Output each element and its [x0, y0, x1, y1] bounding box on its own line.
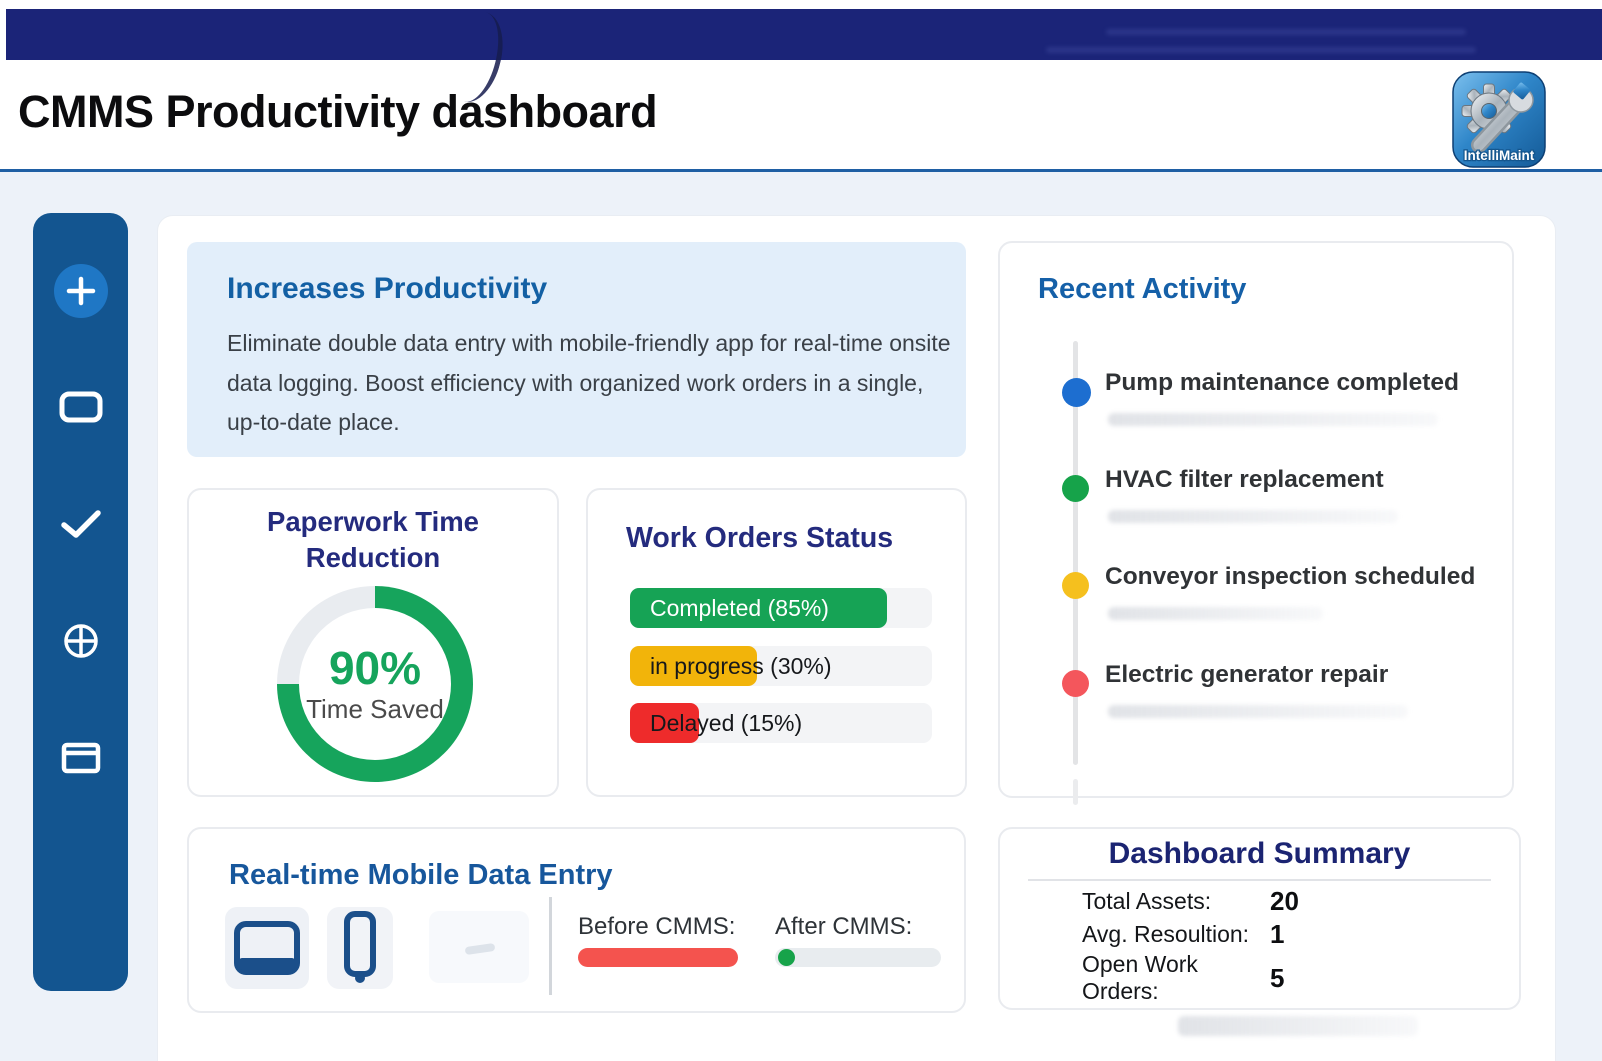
progress-label: Delayed (15%) — [650, 710, 803, 736]
plus-icon — [53, 264, 108, 318]
summary-label: Total Assets: — [1082, 888, 1212, 914]
work-orders-status-card: Work Orders Status Completed (85%) in pr… — [586, 488, 967, 797]
summary-row: Total Assets: 20 — [1082, 885, 1299, 918]
main-panel: Increases Productivity Eliminate double … — [157, 215, 1556, 1061]
after-cmms-dot — [778, 949, 795, 966]
dashboard-summary-card: Dashboard Summary Total Assets: 20 Avg. … — [998, 827, 1521, 1010]
card-body-text: Eliminate double data entry with mobile-… — [227, 330, 951, 435]
topbar-faint-text — [1046, 47, 1476, 53]
timeline-dot — [1062, 670, 1089, 697]
progress-label: Completed (85%) — [650, 595, 829, 621]
phone-tile — [327, 907, 393, 989]
timeline-dot — [1062, 572, 1089, 599]
vertical-divider — [549, 897, 552, 995]
card-title: Increases Productivity — [227, 272, 548, 305]
erased-subtext — [1108, 510, 1398, 523]
activity-item-label: Electric generator repair — [1105, 661, 1389, 688]
sidebar-item-tasks[interactable] — [33, 505, 128, 543]
activity-item-label: HVAC filter replacement — [1105, 466, 1384, 493]
header-divider — [0, 169, 1602, 172]
progress-fill — [630, 588, 887, 628]
time-saved-donut-chart: 90% Time Saved — [277, 586, 473, 782]
title-divider — [1028, 879, 1491, 881]
globe-icon — [63, 624, 98, 658]
summary-rows: Total Assets: 20 Avg. Resoultion: 1 Open… — [1082, 885, 1299, 1004]
erased-subtext — [1108, 607, 1323, 620]
progress-bar-delayed: Delayed (15%) — [630, 703, 932, 743]
erased-subtext — [1108, 413, 1438, 426]
donut-caption: Time Saved — [306, 693, 444, 724]
card-title: Work Orders Status — [626, 522, 894, 554]
logo-text: IntelliMaint — [1464, 148, 1535, 163]
title-line1: Paperwork Time — [267, 506, 479, 537]
summary-label: Avg. Resoultion: — [1082, 921, 1250, 947]
sidebar-item-window[interactable] — [33, 739, 128, 777]
intellimaint-logo: IntelliMaint — [1452, 71, 1546, 168]
timeline-line — [1073, 341, 1078, 765]
increases-productivity-card: Increases Productivity Eliminate double … — [187, 242, 966, 457]
mobile-data-entry-card: Real-time Mobile Data Entry Before CMMS: — [187, 827, 966, 1013]
after-cmms-bar — [775, 948, 941, 967]
top-navigation-bar — [6, 6, 1602, 108]
erased-text-smudge — [1178, 1016, 1418, 1036]
sidebar-item-cards[interactable] — [33, 387, 128, 427]
erased-icon-mark — [464, 942, 496, 956]
sidebar — [33, 213, 128, 991]
card-title: Dashboard Summary — [1108, 837, 1411, 870]
progress-bar-in-progress: in progress (30%) — [630, 646, 932, 686]
check-icon — [60, 510, 101, 538]
erased-subtext — [1108, 705, 1408, 718]
summary-value: 5 — [1270, 962, 1285, 993]
activity-item-label: Conveyor inspection scheduled — [1105, 563, 1476, 590]
gear-wrench-icon: IntelliMaint — [1452, 71, 1546, 168]
summary-row: Avg. Resoultion: 1 — [1082, 918, 1299, 951]
summary-row: Open Work Orders: 5 — [1082, 951, 1299, 1004]
laptop-icon — [234, 921, 300, 975]
window-icon — [61, 742, 100, 774]
title-line2: Reduction — [305, 542, 441, 573]
card-title: Paperwork Time Reduction — [189, 504, 557, 576]
sidebar-item-global[interactable] — [33, 621, 128, 661]
before-cmms-label: Before CMMS: — [578, 913, 736, 940]
erased-icon-tile — [429, 911, 529, 983]
phone-icon — [344, 911, 376, 983]
progress-label: in progress (30%) — [650, 653, 832, 679]
page-title: CMMS Productivity dashboard — [18, 86, 658, 137]
activity-item-label: Pump maintenance completed — [1105, 369, 1459, 396]
summary-value: 20 — [1270, 886, 1299, 916]
card-icon — [59, 391, 102, 423]
paperwork-time-reduction-card: Paperwork Time Reduction 90% Time Saved — [187, 488, 559, 797]
topbar-faint-text — [1106, 29, 1466, 35]
progress-fill — [630, 646, 757, 686]
card-title: Recent Activity — [1038, 273, 1247, 305]
timeline-dot — [1062, 378, 1091, 407]
summary-value: 1 — [1270, 919, 1285, 949]
donut-percent-value: 90% — [328, 641, 422, 694]
timeline-line-tail — [1073, 779, 1078, 805]
recent-activity-card: Recent Activity Pump maintenance complet… — [998, 241, 1514, 805]
laptop-tile — [225, 907, 309, 989]
card-title: Real-time Mobile Data Entry — [229, 859, 613, 891]
summary-label: Open Work Orders: — [1082, 951, 1198, 1004]
donut-center: 90% Time Saved — [299, 608, 451, 760]
before-cmms-bar — [578, 948, 738, 967]
progress-fill — [630, 703, 700, 743]
after-cmms-label: After CMMS: — [775, 913, 913, 940]
progress-bar-completed: Completed (85%) — [630, 588, 932, 628]
sidebar-add-button[interactable] — [33, 264, 128, 318]
timeline-dot — [1062, 475, 1089, 502]
